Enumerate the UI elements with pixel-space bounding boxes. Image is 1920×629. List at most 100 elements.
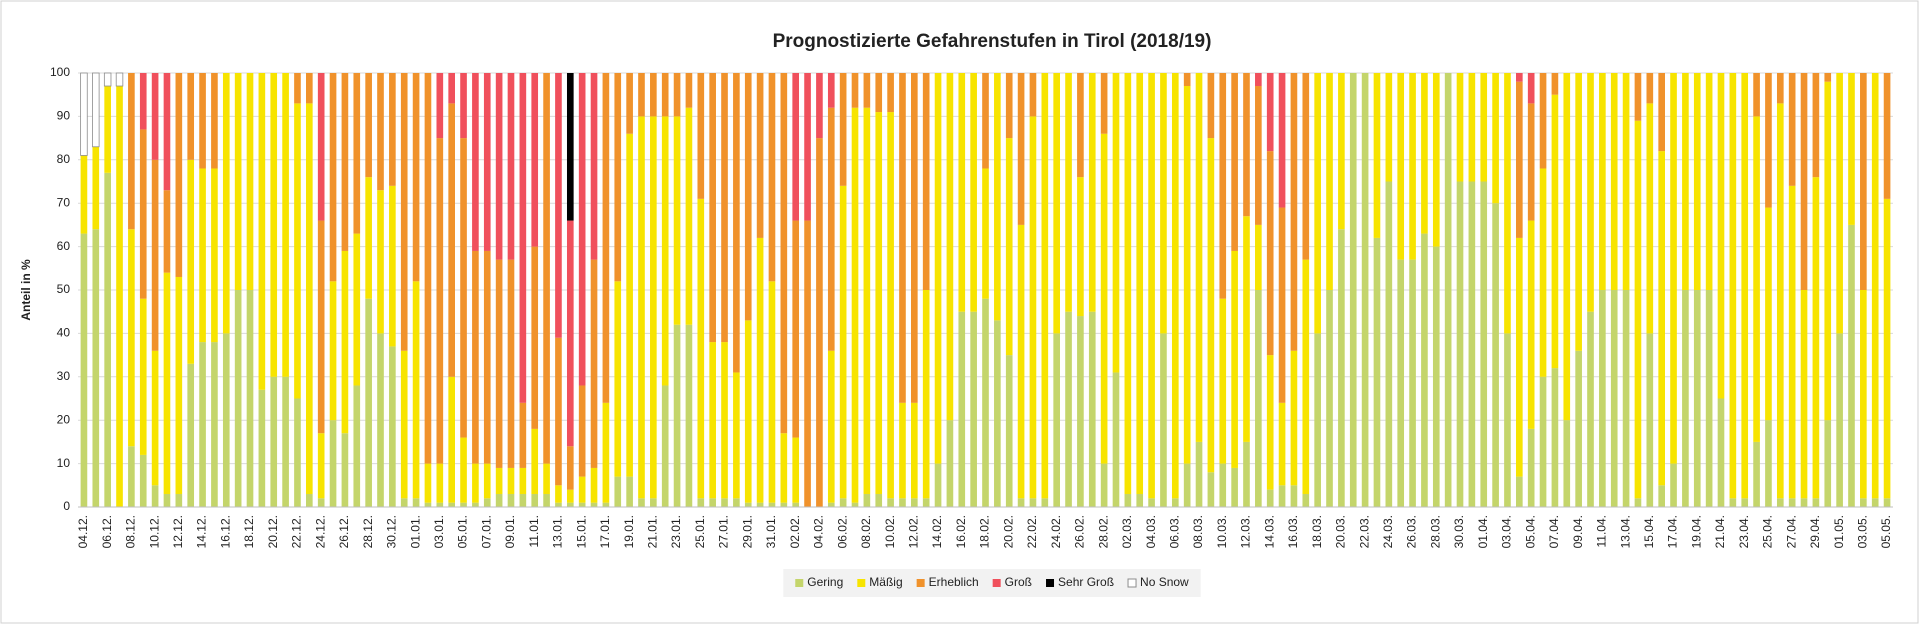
bar-segment xyxy=(1207,73,1215,139)
x-tick-label: 18.12. xyxy=(242,515,256,548)
bar-segment xyxy=(1516,237,1523,477)
bar-segment xyxy=(543,463,550,494)
bar-segment xyxy=(1776,498,1784,507)
bar-segment xyxy=(1432,73,1440,247)
bar-segment xyxy=(483,250,491,464)
x-tick-label: 13.01. xyxy=(551,515,565,548)
bar-segment xyxy=(246,73,254,290)
bar-segment xyxy=(1765,420,1772,507)
bar-segment xyxy=(531,493,539,507)
bar-segment xyxy=(377,333,384,507)
x-tick-label: 22.03. xyxy=(1357,515,1371,548)
bar-segment xyxy=(650,498,657,507)
bar-segment xyxy=(1053,333,1060,507)
y-tick-label: 30 xyxy=(57,369,71,383)
bar-segment xyxy=(483,463,491,499)
bar-segment xyxy=(590,73,598,260)
bar-segment xyxy=(222,333,230,507)
bar-segment xyxy=(566,446,574,490)
bar-segment xyxy=(472,502,479,507)
bar-segment xyxy=(638,498,645,507)
bar-segment xyxy=(472,250,479,464)
legend: Gering Mäßig Erheblich Groß Sehr Groß No Snow xyxy=(783,569,1201,597)
bar-segment xyxy=(638,73,645,117)
bar-segment xyxy=(389,73,396,186)
bar-segment xyxy=(1409,73,1416,260)
bar-segment xyxy=(685,73,693,108)
bar-segment xyxy=(1705,73,1713,290)
bar-segment xyxy=(1077,177,1084,317)
bar-segment xyxy=(353,233,361,386)
bar-segment xyxy=(1646,103,1654,334)
bar-segment xyxy=(163,190,171,273)
bar-segment xyxy=(602,73,610,403)
bar-segment xyxy=(306,103,313,494)
bar-segment xyxy=(187,363,195,507)
x-tick-label: 08.03. xyxy=(1191,515,1205,548)
x-tick-label: 08.12. xyxy=(124,515,138,548)
bar-segment xyxy=(614,281,622,477)
bar-segment xyxy=(887,498,894,507)
bar-segment xyxy=(163,493,171,507)
bar-segment xyxy=(1397,259,1405,507)
y-tick-label: 10 xyxy=(57,456,71,470)
bar-segment xyxy=(1243,73,1250,217)
bar-segment xyxy=(1800,73,1808,290)
x-tick-label: 02.02. xyxy=(788,515,802,548)
bar-segment xyxy=(80,72,88,156)
bar-segment xyxy=(1717,73,1725,399)
bar-segment xyxy=(1195,441,1203,507)
x-tick-label: 12.12. xyxy=(171,515,185,548)
bar-segment xyxy=(1812,177,1820,499)
axes: 0 10 20 30 40 50 60 70 80 90 100 04.12. 06.12. 08.12.… xyxy=(50,65,1893,548)
y-tick-label: 50 xyxy=(57,282,71,296)
legend-label: Erheblich xyxy=(929,575,979,589)
bar-segment xyxy=(1753,73,1760,117)
bar-segment xyxy=(1077,316,1084,507)
bar-segment xyxy=(531,246,539,429)
bar-segment xyxy=(1468,181,1476,507)
bar-segment xyxy=(1848,224,1855,507)
bar-segment xyxy=(80,233,88,507)
x-tick-label: 03.04. xyxy=(1500,515,1514,548)
bar-segment xyxy=(1160,73,1167,334)
bar-segment xyxy=(1314,73,1321,334)
bar-segment xyxy=(424,73,432,464)
bar-segment xyxy=(1527,73,1535,104)
bar-segment xyxy=(566,220,574,447)
legend-label: No Snow xyxy=(1140,575,1189,589)
bar-segment xyxy=(1314,333,1321,507)
bar-segment xyxy=(709,498,716,507)
bar-segment xyxy=(578,502,586,507)
bar-segment xyxy=(994,320,1001,507)
bar-segment xyxy=(211,342,218,507)
bar-segment xyxy=(1278,402,1286,486)
bar-segment xyxy=(839,185,847,499)
bar-segment xyxy=(519,493,527,507)
legend-swatch xyxy=(1046,579,1055,587)
bar-segment xyxy=(1278,207,1286,403)
bar-segment xyxy=(1219,298,1227,464)
bar-segment xyxy=(1444,73,1452,507)
bar-segment xyxy=(922,73,930,290)
bar-segment xyxy=(1278,485,1286,507)
legend-swatch xyxy=(992,579,1001,587)
bar-segment xyxy=(1634,73,1642,121)
bar-segment xyxy=(578,476,586,503)
bar-segment xyxy=(1788,73,1796,186)
bar-segment xyxy=(282,73,289,377)
bar-segment xyxy=(744,320,752,503)
bar-segment xyxy=(187,73,195,160)
bar-segment xyxy=(555,502,562,507)
bar-segment xyxy=(139,298,147,455)
bar-segment xyxy=(353,385,361,507)
bar-segment xyxy=(768,73,776,282)
bar-segment xyxy=(1622,290,1630,507)
legend-label: Mäßig xyxy=(869,575,902,589)
bar-segment xyxy=(1100,463,1108,507)
bar-segment xyxy=(792,220,800,438)
bar-segment xyxy=(709,73,716,343)
y-tick-label: 60 xyxy=(57,239,71,253)
bar-segment xyxy=(389,346,396,507)
bar-segment xyxy=(519,467,527,494)
